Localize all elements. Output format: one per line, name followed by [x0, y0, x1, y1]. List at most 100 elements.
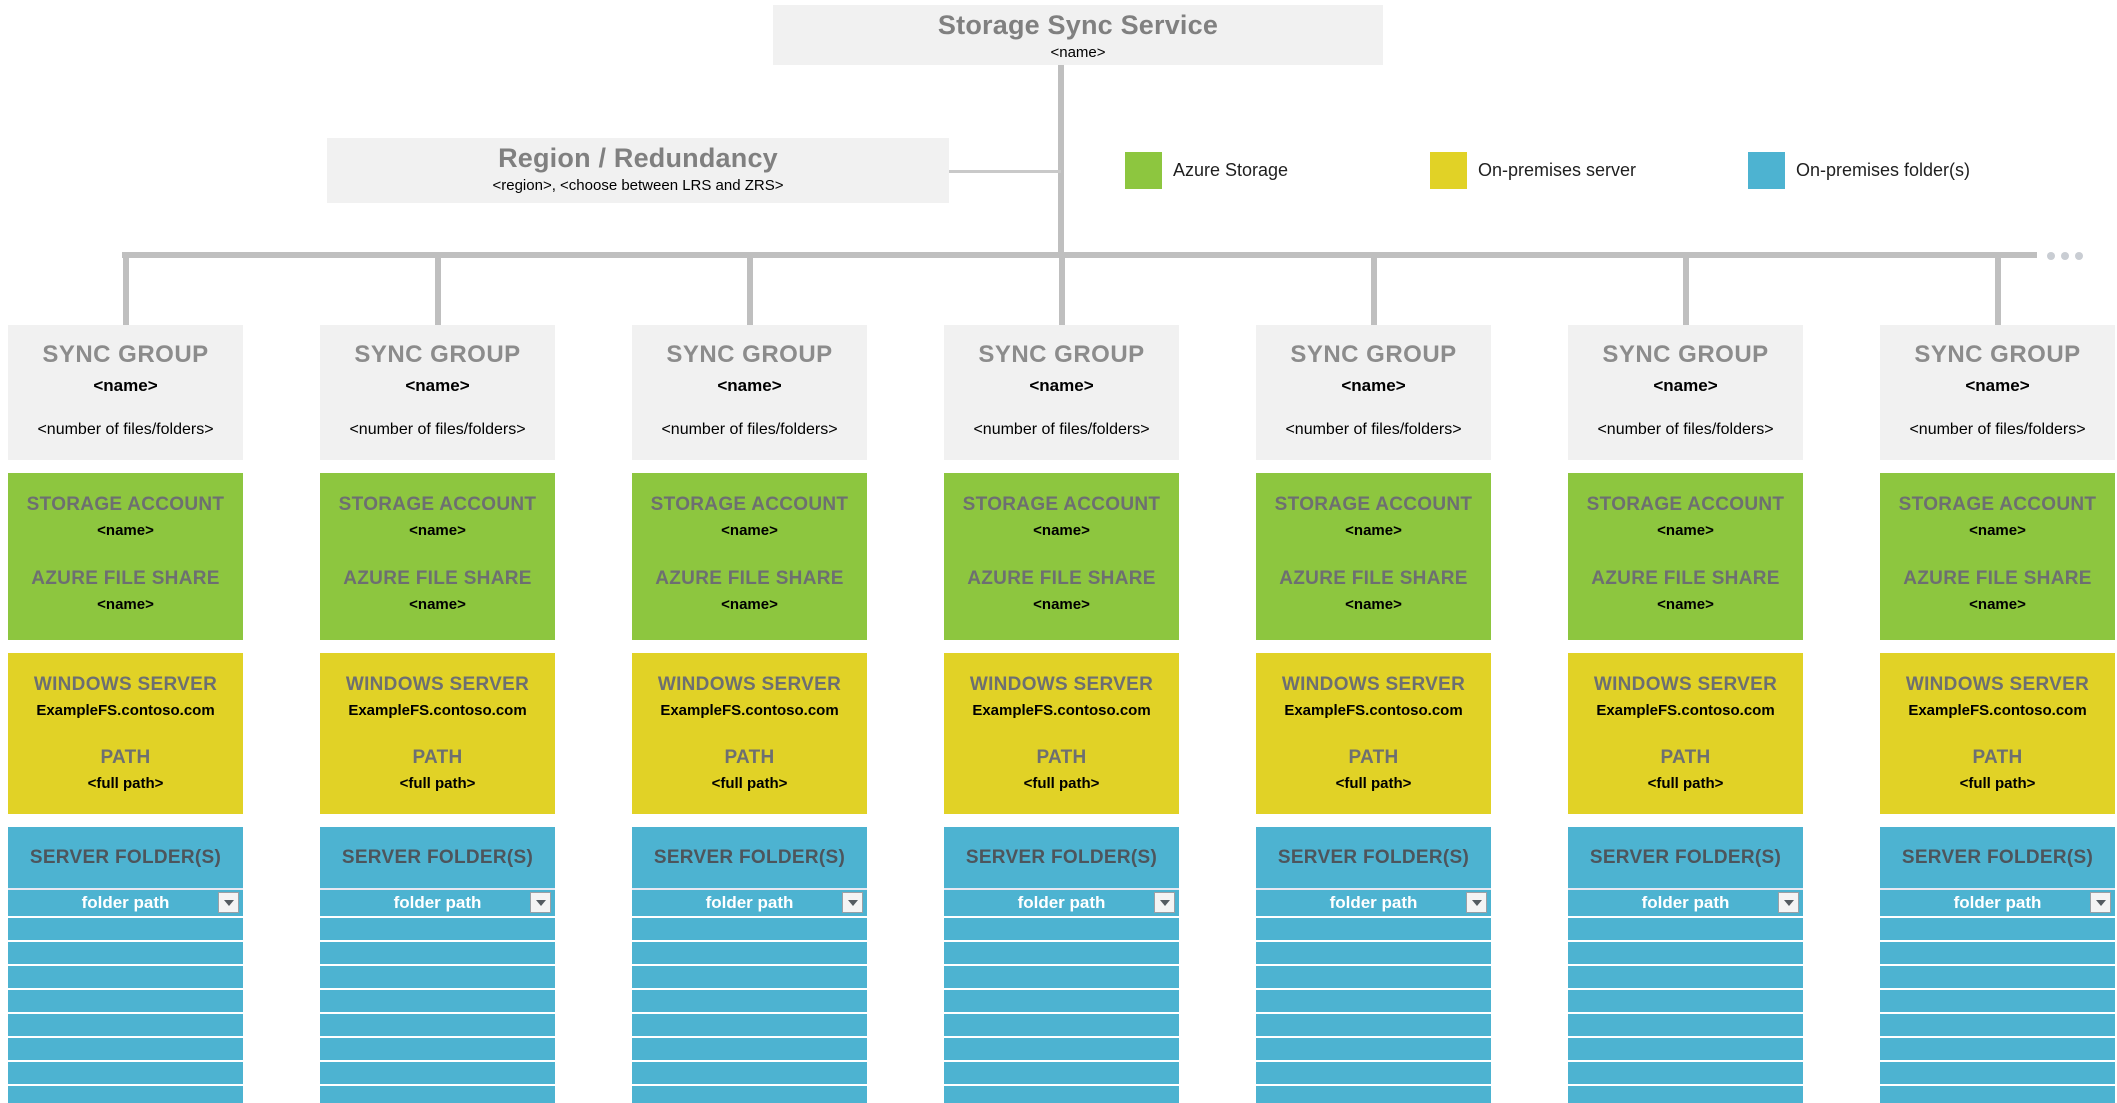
sync-group-name-placeholder: <name>: [1029, 376, 1094, 395]
windows-server-box: WINDOWS SERVER ExampleFS.contoso.com PAT…: [8, 653, 243, 814]
folder-path-cell[interactable]: folder path: [632, 888, 867, 916]
folder-row-empty-cell[interactable]: [8, 964, 243, 988]
folder-path-cell[interactable]: folder path: [8, 888, 243, 916]
folder-row-empty-cell[interactable]: [1256, 916, 1491, 940]
folder-row-empty-cell[interactable]: [8, 916, 243, 940]
folder-row-empty-cell[interactable]: [1880, 1012, 2115, 1036]
folder-row-empty-cell[interactable]: [1880, 916, 2115, 940]
folder-path-dropdown-button[interactable]: [218, 892, 239, 913]
folder-path-cell[interactable]: folder path: [320, 888, 555, 916]
folder-row-empty-cell[interactable]: [1568, 1036, 1803, 1060]
storage-account-name-placeholder: <name>: [1969, 522, 2026, 539]
folder-row-empty-cell[interactable]: [320, 1012, 555, 1036]
sync-group-title: SYNC GROUP: [666, 341, 833, 368]
windows-server-hostname: ExampleFS.contoso.com: [972, 702, 1151, 719]
folder-row-empty-cell[interactable]: [1568, 940, 1803, 964]
folder-row-empty-cell[interactable]: [944, 940, 1179, 964]
folder-path-dropdown-button[interactable]: [530, 892, 551, 913]
folder-row-empty-cell[interactable]: [8, 1060, 243, 1084]
folder-path-cell[interactable]: folder path: [1256, 888, 1491, 916]
folder-row-empty-cell[interactable]: [320, 1060, 555, 1084]
folder-row-empty-cell[interactable]: [1880, 1060, 2115, 1084]
folder-row-empty-cell[interactable]: [8, 940, 243, 964]
folder-row-empty-cell[interactable]: [632, 940, 867, 964]
folder-row-empty-cell[interactable]: [1568, 916, 1803, 940]
folder-row-empty-cell[interactable]: [1256, 988, 1491, 1012]
folder-row-empty-cell[interactable]: [944, 988, 1179, 1012]
folder-row-empty-cell[interactable]: [8, 1036, 243, 1060]
path-label: PATH: [1348, 747, 1399, 768]
folder-row-empty-cell[interactable]: [944, 964, 1179, 988]
azure-file-share-label: AZURE FILE SHARE: [1903, 568, 2092, 589]
folder-row-empty-cell[interactable]: [1568, 1012, 1803, 1036]
folder-path-text: folder path: [1329, 893, 1418, 912]
folder-path-dropdown-button[interactable]: [1154, 892, 1175, 913]
folder-path-text: folder path: [1017, 893, 1106, 912]
folder-path-cell[interactable]: folder path: [1880, 888, 2115, 916]
folder-row-empty-cell[interactable]: [320, 988, 555, 1012]
azure-file-share-name-placeholder: <name>: [1345, 596, 1402, 613]
folder-row-empty-cell[interactable]: [1568, 1084, 1803, 1103]
folder-path-dropdown-button[interactable]: [842, 892, 863, 913]
folder-row-empty-cell[interactable]: [632, 1012, 867, 1036]
server-folders-label: SERVER FOLDER(S): [1901, 847, 2094, 868]
storage-account-label: STORAGE ACCOUNT: [338, 494, 537, 515]
folder-row-empty-cell[interactable]: [944, 1084, 1179, 1103]
path-value-placeholder: <full path>: [399, 775, 476, 792]
connector-column-drop-line: [434, 258, 441, 325]
folder-row-empty-cell[interactable]: [1256, 940, 1491, 964]
folder-row-empty-cell[interactable]: [944, 916, 1179, 940]
folder-row-empty-cell[interactable]: [8, 1012, 243, 1036]
storage-account-label: STORAGE ACCOUNT: [1274, 494, 1473, 515]
sync-group-box: SYNC GROUP <name> <number of files/folde…: [632, 325, 867, 460]
windows-server-label: WINDOWS SERVER: [657, 674, 842, 695]
folder-row-empty-cell[interactable]: [632, 1060, 867, 1084]
folder-row-empty-cell[interactable]: [1568, 964, 1803, 988]
folder-path-dropdown-button[interactable]: [1778, 892, 1799, 913]
folder-row-empty-cell[interactable]: [632, 988, 867, 1012]
connector-column-drop-line: [1058, 258, 1065, 325]
folder-row-empty-cell[interactable]: [320, 1084, 555, 1103]
folder-row-empty-cell[interactable]: [1568, 1060, 1803, 1084]
folder-row-empty-cell[interactable]: [1256, 1036, 1491, 1060]
folder-row-empty-cell[interactable]: [320, 1036, 555, 1060]
folder-row-empty-cell[interactable]: [1880, 1084, 2115, 1103]
folder-row-empty-cell[interactable]: [632, 964, 867, 988]
folder-row-empty-cell[interactable]: [1880, 940, 2115, 964]
region-redundancy-box: Region / Redundancy <region>, <choose be…: [327, 138, 949, 203]
sync-group-count-placeholder: <number of files/folders>: [1597, 421, 1774, 438]
folder-row-empty-cell[interactable]: [1256, 1060, 1491, 1084]
folder-row-empty-cell[interactable]: [1568, 988, 1803, 1012]
azure-file-share-name-placeholder: <name>: [1969, 596, 2026, 613]
folder-row-empty-cell[interactable]: [1256, 1084, 1491, 1103]
folder-row-empty-cell[interactable]: [632, 916, 867, 940]
folder-row-empty-cell[interactable]: [320, 916, 555, 940]
folder-row-empty-cell[interactable]: [1880, 988, 2115, 1012]
folder-row-empty-cell[interactable]: [1256, 964, 1491, 988]
folder-path-cell[interactable]: folder path: [944, 888, 1179, 916]
connector-column-drop-line: [1994, 258, 2001, 325]
folder-row-empty-cell[interactable]: [632, 1036, 867, 1060]
folder-row-empty-cell[interactable]: [944, 1012, 1179, 1036]
folder-row-empty-cell[interactable]: [8, 988, 243, 1012]
folder-row-empty-cell[interactable]: [1880, 1036, 2115, 1060]
azure-file-share-label: AZURE FILE SHARE: [1279, 568, 1468, 589]
sync-group-column: SYNC GROUP <name> <number of files/folde…: [320, 258, 555, 1103]
storage-account-name-placeholder: <name>: [97, 522, 154, 539]
folder-row-empty-cell[interactable]: [1880, 964, 2115, 988]
azure-file-share-label: AZURE FILE SHARE: [31, 568, 220, 589]
folder-row-empty-cell[interactable]: [8, 1084, 243, 1103]
folder-row-empty-cell[interactable]: [320, 964, 555, 988]
folder-path-cell[interactable]: folder path: [1568, 888, 1803, 916]
folder-path-dropdown-button[interactable]: [1466, 892, 1487, 913]
folder-row-empty-cell[interactable]: [944, 1060, 1179, 1084]
storage-sync-service-name-placeholder: <name>: [1050, 44, 1106, 61]
sync-group-box: SYNC GROUP <name> <number of files/folde…: [944, 325, 1179, 460]
folder-path-dropdown-button[interactable]: [2090, 892, 2111, 913]
server-folders-label: SERVER FOLDER(S): [341, 847, 534, 868]
folder-row-empty-cell[interactable]: [320, 940, 555, 964]
folder-row-empty-cell[interactable]: [632, 1084, 867, 1103]
chevron-down-icon: [1783, 899, 1794, 906]
folder-row-empty-cell[interactable]: [944, 1036, 1179, 1060]
folder-row-empty-cell[interactable]: [1256, 1012, 1491, 1036]
